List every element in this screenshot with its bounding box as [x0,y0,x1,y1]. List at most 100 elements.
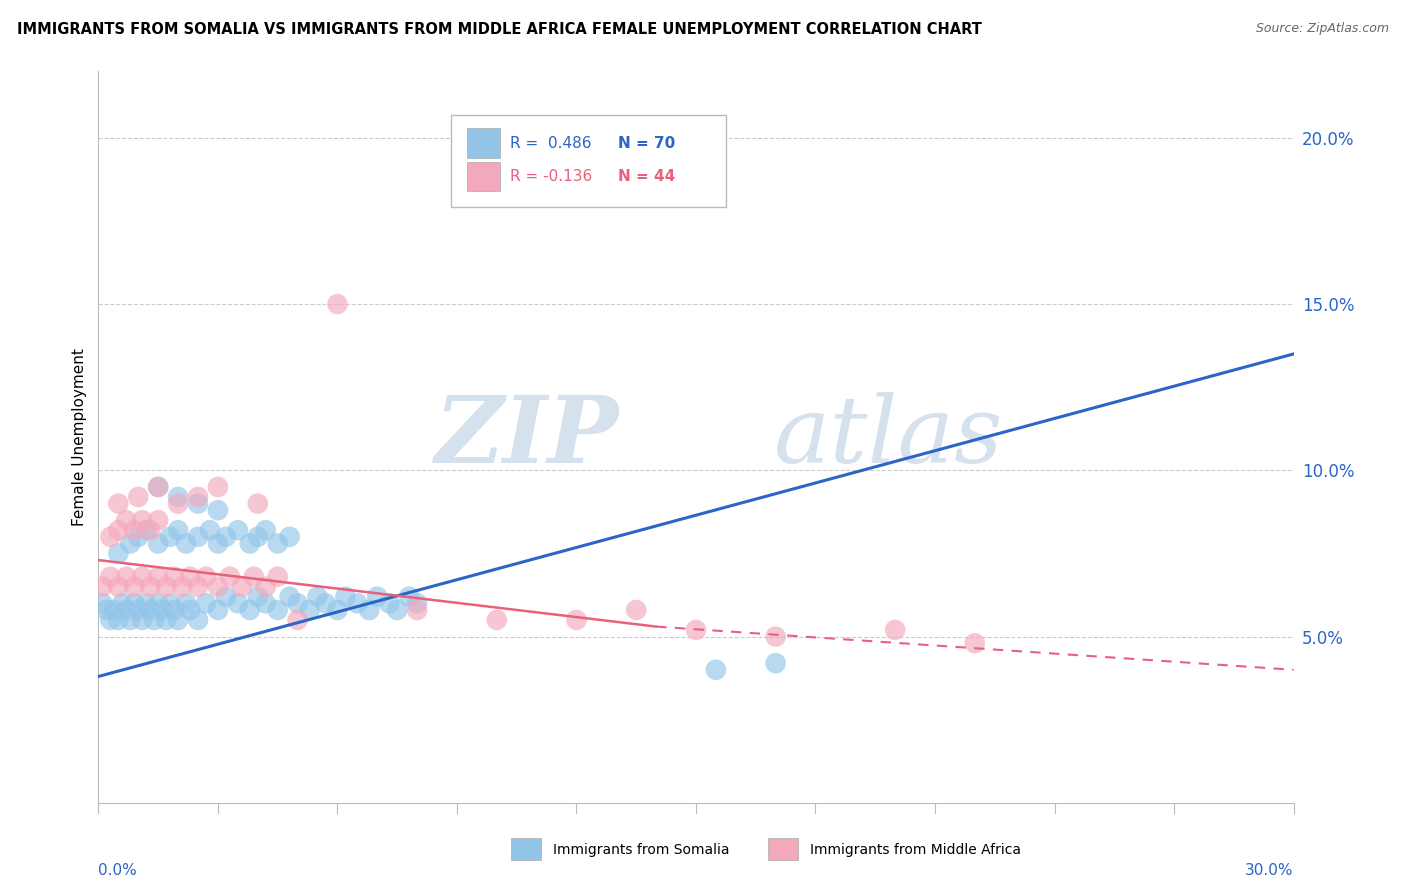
Text: N = 70: N = 70 [619,136,675,151]
Bar [467,128,501,158]
Point [139,603,162,617]
Point [215,530,238,544]
Point [187,530,209,544]
Text: 30.0%: 30.0% [1246,863,1294,878]
Point [485,613,508,627]
Point [163,570,186,584]
Point [143,613,166,627]
Text: N = 44: N = 44 [619,169,675,184]
Point [127,490,149,504]
Point [207,580,229,594]
Point [103,603,125,617]
Point [326,297,349,311]
Point [267,536,290,550]
Point [187,497,209,511]
Point [163,603,186,617]
Point [124,580,146,594]
Bar [510,838,541,860]
Point [107,523,129,537]
Point [198,523,221,537]
Point [685,623,707,637]
Point [226,596,249,610]
Point [148,480,170,494]
Point [406,596,429,610]
Point [139,523,162,537]
Point [884,623,907,637]
Point [315,596,337,610]
Text: IMMIGRANTS FROM SOMALIA VS IMMIGRANTS FROM MIDDLE AFRICA FEMALE UNEMPLOYMENT COR: IMMIGRANTS FROM SOMALIA VS IMMIGRANTS FR… [17,22,981,37]
Point [172,580,194,594]
Point [107,580,129,594]
Point [207,503,229,517]
Point [135,596,157,610]
Point [131,513,153,527]
Point [195,596,218,610]
Point [159,530,181,544]
FancyBboxPatch shape [451,115,725,207]
Point [155,613,177,627]
Point [366,590,388,604]
Text: ZIP: ZIP [434,392,619,482]
Point [187,490,209,504]
Point [267,570,290,584]
Text: Immigrants from Somalia: Immigrants from Somalia [553,843,730,857]
Point [120,613,142,627]
Point [254,596,277,610]
Point [131,613,153,627]
Point [246,530,269,544]
Point [91,580,114,594]
Point [115,513,138,527]
Point [155,580,177,594]
Point [187,613,209,627]
Point [107,613,129,627]
Point [298,603,321,617]
Point [148,480,170,494]
Point [148,570,170,584]
Point [239,536,262,550]
Text: atlas: atlas [773,392,1002,482]
Point [207,603,229,617]
Point [765,656,787,670]
Point [207,536,229,550]
Point [187,580,209,594]
Point [167,490,190,504]
Text: R =  0.486: R = 0.486 [509,136,591,151]
Point [148,536,170,550]
Point [167,523,190,537]
Y-axis label: Female Unemployment: Female Unemployment [72,348,87,526]
Point [326,603,349,617]
Point [346,596,368,610]
Bar [467,162,501,191]
Point [91,596,114,610]
Point [107,546,129,560]
Point [239,603,262,617]
Point [565,613,588,627]
Point [124,523,146,537]
Point [120,536,142,550]
Point [115,603,138,617]
Point [150,603,173,617]
Point [167,613,190,627]
Point [246,497,269,511]
Point [96,603,118,617]
Point [179,570,201,584]
Point [159,596,181,610]
Point [704,663,727,677]
Point [148,596,170,610]
Point [267,603,290,617]
Point [254,580,277,594]
Point [359,603,381,617]
Point [219,570,242,584]
Point [167,497,190,511]
Point [287,596,309,610]
Point [127,530,149,544]
Point [246,590,269,604]
Point [278,530,301,544]
Point [385,603,409,617]
Point [231,580,253,594]
Point [98,613,122,627]
Point [174,536,197,550]
Point [179,603,201,617]
Point [287,613,309,627]
Point [626,603,648,617]
